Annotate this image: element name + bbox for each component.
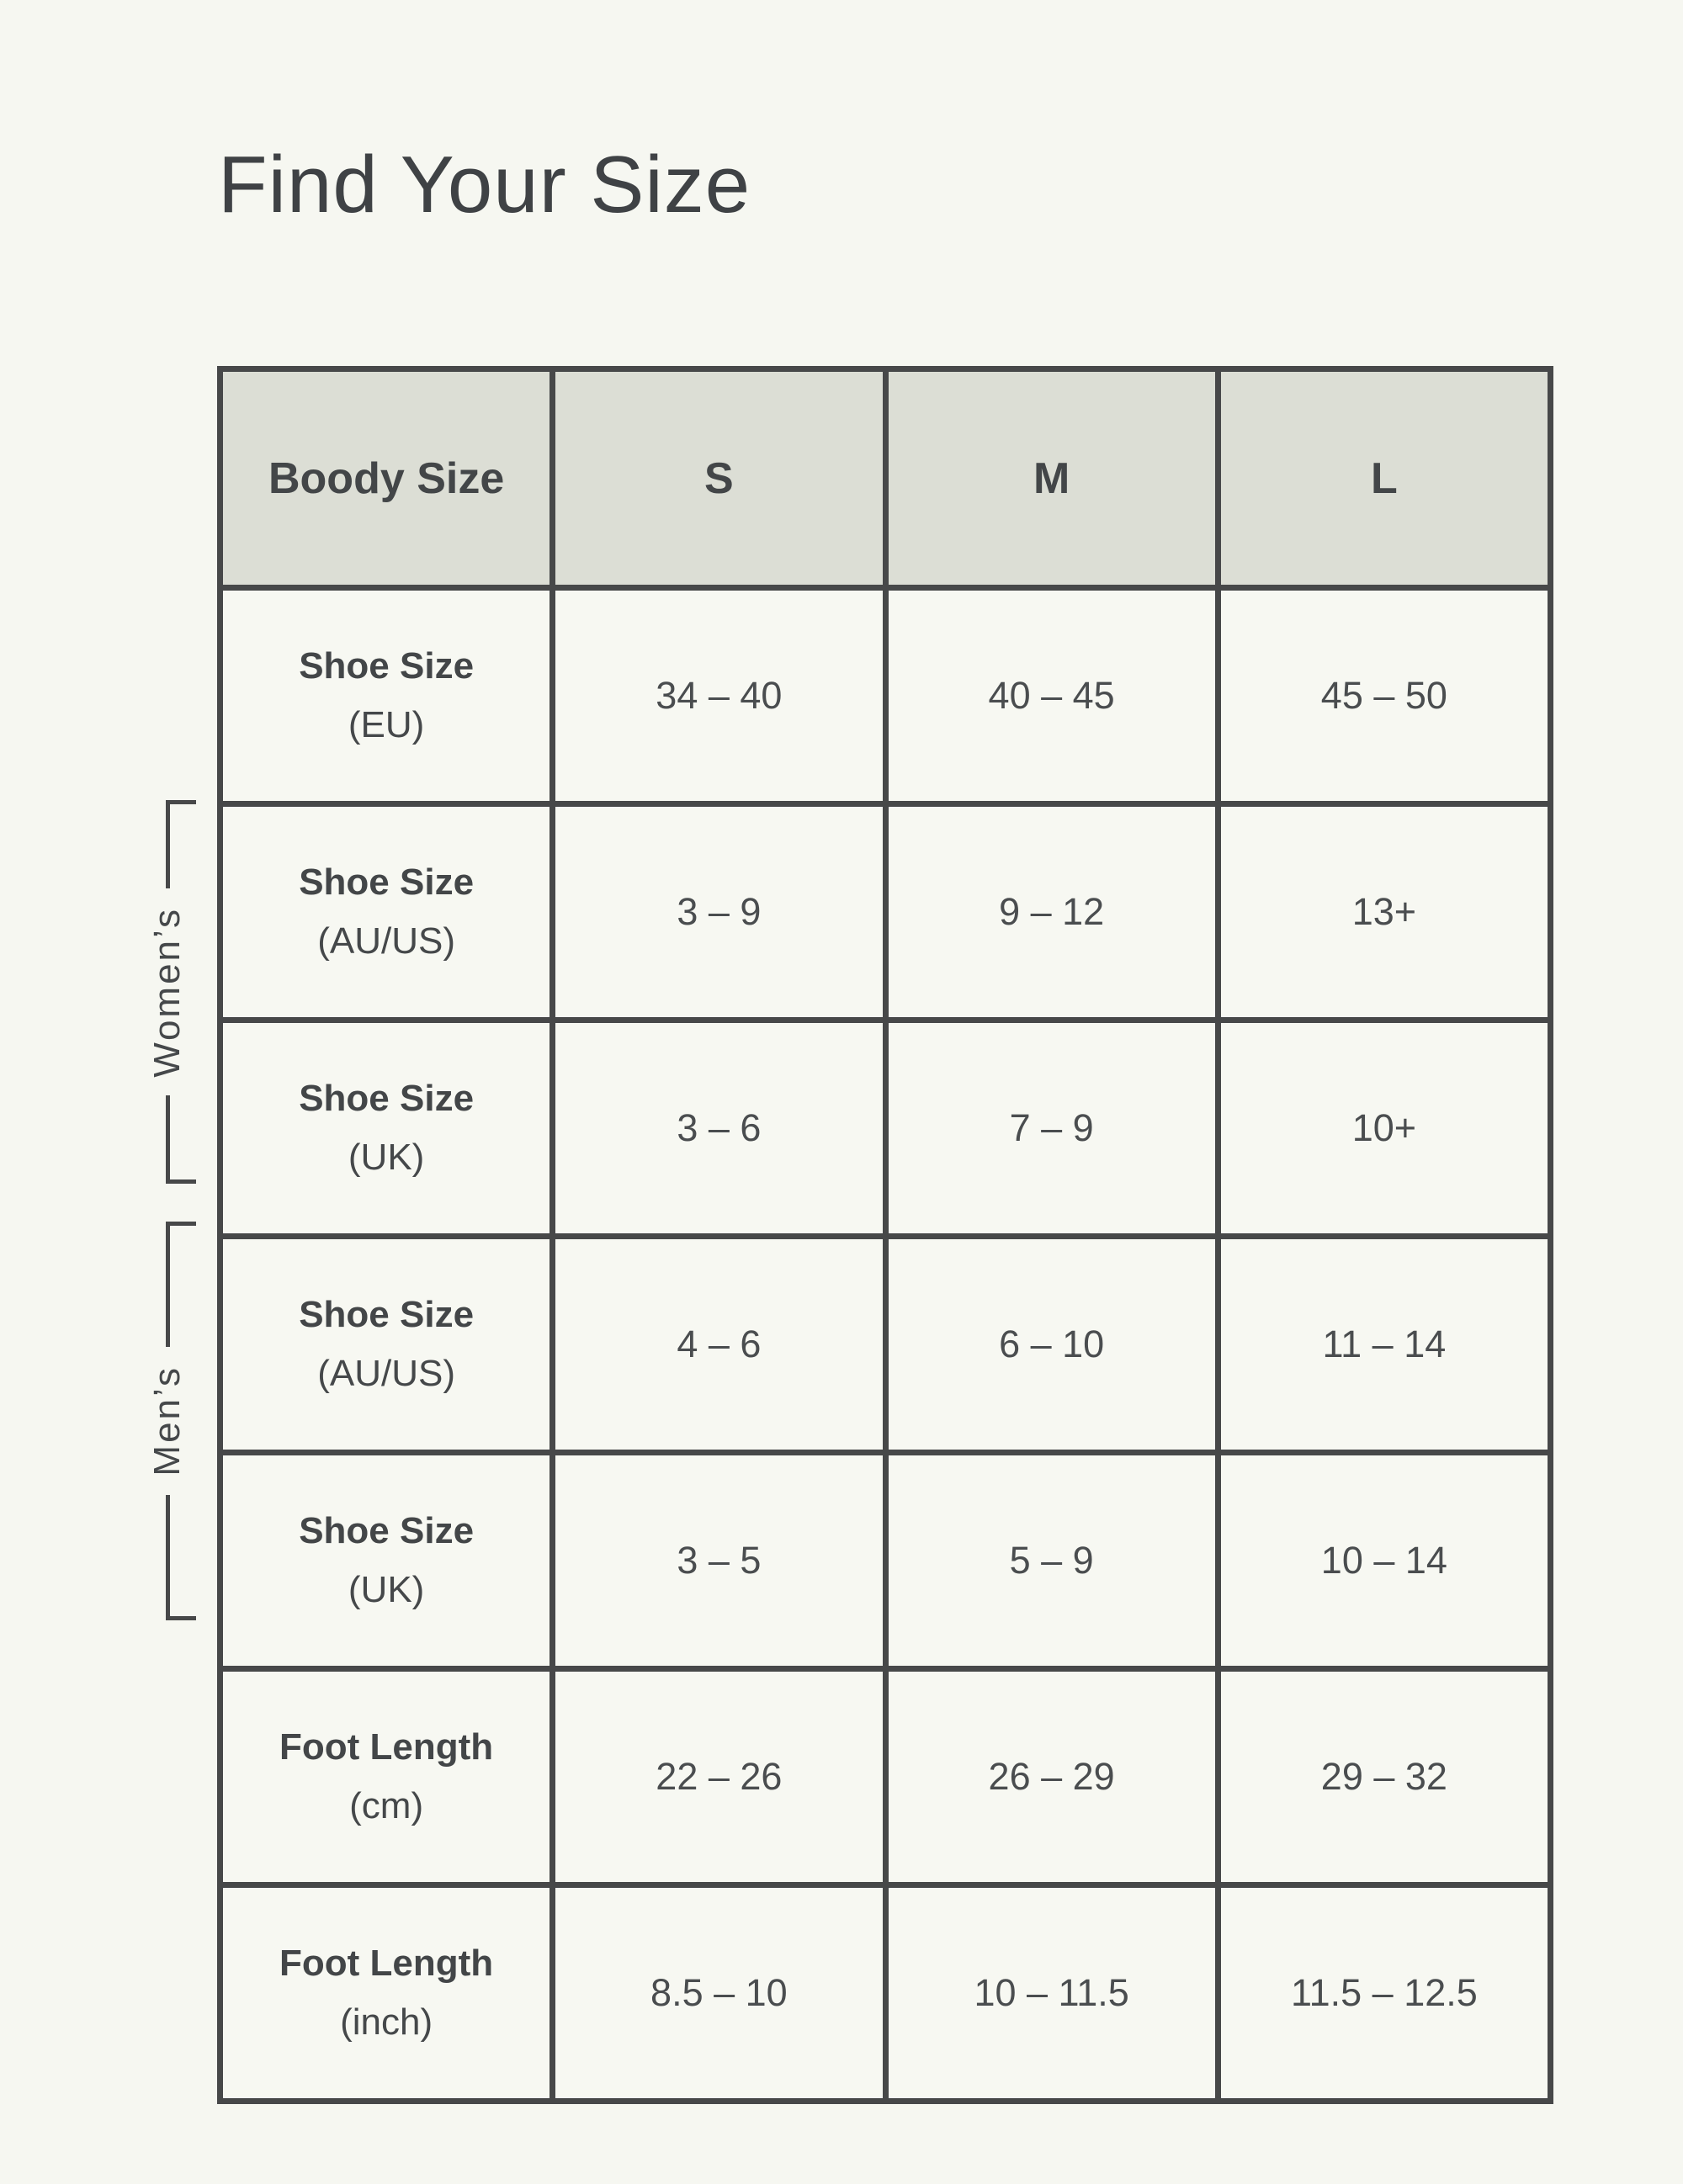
value-cell-s: 8.5 – 10 [549,1882,889,2104]
row-label: Shoe Size [299,644,475,686]
bracket-line [166,804,170,888]
value-cell-m: 10 – 11.5 [882,1882,1221,2104]
row-label: Shoe Size [299,1077,475,1119]
row-label-cell: Shoe Size (AU/US) [216,1233,556,1455]
value-cell-s: 3 – 9 [549,801,889,1023]
value-cell-l: 13+ [1214,801,1554,1023]
value-cell-s: 34 – 40 [549,585,889,807]
table-row-foot-length-cm: Foot Length (cm) 22 – 26 26 – 29 29 – 32 [216,1666,1554,1888]
table-row-womens-shoe-size-uk: Shoe Size (UK) 3 – 6 7 – 9 10+ [216,1017,1554,1239]
value-cell-s: 22 – 26 [549,1666,889,1888]
bracket-line [166,1226,170,1348]
header-cell-size-m: M [882,366,1221,591]
header-cell-boody-size: Boody Size [216,366,556,591]
row-label-cell: Shoe Size (EU) [216,585,556,807]
bracket-bottom-tick [166,1179,196,1184]
value-cell-m: 26 – 29 [882,1666,1221,1888]
header-cell-size-s: S [549,366,889,591]
value-cell-l: 11 – 14 [1214,1233,1554,1455]
value-cell-s: 3 – 6 [549,1017,889,1239]
row-unit: (UK) [348,1137,425,1178]
table-row-mens-shoe-size-uk: Shoe Size (UK) 3 – 5 5 – 9 10 – 14 [216,1450,1554,1672]
row-unit: (cm) [349,1785,424,1826]
mens-group-label: Men’s [146,1365,188,1476]
value-cell-s: 4 – 6 [549,1233,889,1455]
table-row-mens-shoe-size-au-us: Shoe Size (AU/US) 4 – 6 6 – 10 11 – 14 [216,1233,1554,1455]
bracket-line [166,1095,170,1179]
value-cell-l: 45 – 50 [1214,585,1554,807]
value-cell-m: 40 – 45 [882,585,1221,807]
row-unit: (inch) [340,2001,433,2043]
value-cell-l: 10 – 14 [1214,1450,1554,1672]
row-label-cell: Shoe Size (UK) [216,1450,556,1672]
row-unit: (EU) [348,704,425,745]
value-cell-l: 29 – 32 [1214,1666,1554,1888]
row-label-cell: Foot Length (inch) [216,1882,556,2104]
mens-group-bracket: Men’s [146,1222,196,1621]
bracket-line [166,1494,170,1617]
bracket-top-tick [166,800,196,804]
header-cell-size-l: L [1214,366,1554,591]
row-unit: (AU/US) [317,1353,456,1394]
size-chart-table: Boody Size S M L Shoe Size (EU) 34 – 40 … [216,366,1554,2104]
row-label: Shoe Size [299,861,475,903]
row-label-cell: Foot Length (cm) [216,1666,556,1888]
womens-group-label: Women’s [146,906,188,1078]
value-cell-m: 9 – 12 [882,801,1221,1023]
row-label: Shoe Size [299,1293,475,1335]
womens-group-bracket: Women’s [146,800,196,1184]
row-unit: (UK) [348,1569,425,1610]
header-row: Boody Size S M L [216,366,1554,591]
value-cell-l: 11.5 – 12.5 [1214,1882,1554,2104]
row-unit: (AU/US) [317,920,456,962]
page-title: Find Your Size [218,140,751,230]
row-label: Foot Length [279,1725,494,1768]
row-label-cell: Shoe Size (AU/US) [216,801,556,1023]
value-cell-s: 3 – 5 [549,1450,889,1672]
table-row-womens-shoe-size-au-us: Shoe Size (AU/US) 3 – 9 9 – 12 13+ [216,801,1554,1023]
value-cell-m: 5 – 9 [882,1450,1221,1672]
bracket-bottom-tick [166,1616,196,1621]
value-cell-m: 6 – 10 [882,1233,1221,1455]
table-row-shoe-size-eu: Shoe Size (EU) 34 – 40 40 – 45 45 – 50 [216,585,1554,807]
row-label: Shoe Size [299,1509,475,1551]
value-cell-l: 10+ [1214,1017,1554,1239]
row-label-cell: Shoe Size (UK) [216,1017,556,1239]
bracket-top-tick [166,1222,196,1226]
value-cell-m: 7 – 9 [882,1017,1221,1239]
table-row-foot-length-inch: Foot Length (inch) 8.5 – 10 10 – 11.5 11… [216,1882,1554,2104]
row-label: Foot Length [279,1942,494,1984]
